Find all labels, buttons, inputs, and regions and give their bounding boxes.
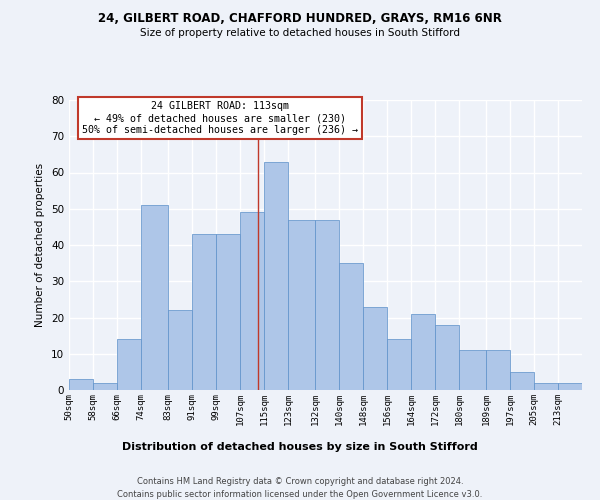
Bar bbox=[510, 372, 534, 390]
Bar bbox=[117, 339, 141, 390]
Text: Contains HM Land Registry data © Crown copyright and database right 2024.: Contains HM Land Registry data © Crown c… bbox=[137, 478, 463, 486]
Bar bbox=[192, 234, 216, 390]
Bar bbox=[459, 350, 486, 390]
Bar bbox=[141, 205, 168, 390]
Bar bbox=[240, 212, 264, 390]
Text: Size of property relative to detached houses in South Stifford: Size of property relative to detached ho… bbox=[140, 28, 460, 38]
Bar bbox=[363, 306, 387, 390]
Bar bbox=[486, 350, 510, 390]
Bar bbox=[93, 383, 117, 390]
Bar bbox=[411, 314, 435, 390]
Y-axis label: Number of detached properties: Number of detached properties bbox=[35, 163, 46, 327]
Bar bbox=[216, 234, 240, 390]
Bar bbox=[387, 339, 411, 390]
Bar bbox=[435, 325, 459, 390]
Bar bbox=[69, 379, 93, 390]
Bar bbox=[288, 220, 315, 390]
Text: 24, GILBERT ROAD, CHAFFORD HUNDRED, GRAYS, RM16 6NR: 24, GILBERT ROAD, CHAFFORD HUNDRED, GRAY… bbox=[98, 12, 502, 26]
Text: Distribution of detached houses by size in South Stifford: Distribution of detached houses by size … bbox=[122, 442, 478, 452]
Bar bbox=[168, 310, 192, 390]
Bar bbox=[315, 220, 339, 390]
Text: 24 GILBERT ROAD: 113sqm
← 49% of detached houses are smaller (230)
50% of semi-d: 24 GILBERT ROAD: 113sqm ← 49% of detache… bbox=[82, 102, 358, 134]
Bar bbox=[264, 162, 288, 390]
Bar bbox=[339, 263, 363, 390]
Bar bbox=[534, 383, 558, 390]
Text: Contains public sector information licensed under the Open Government Licence v3: Contains public sector information licen… bbox=[118, 490, 482, 499]
Bar bbox=[558, 383, 582, 390]
